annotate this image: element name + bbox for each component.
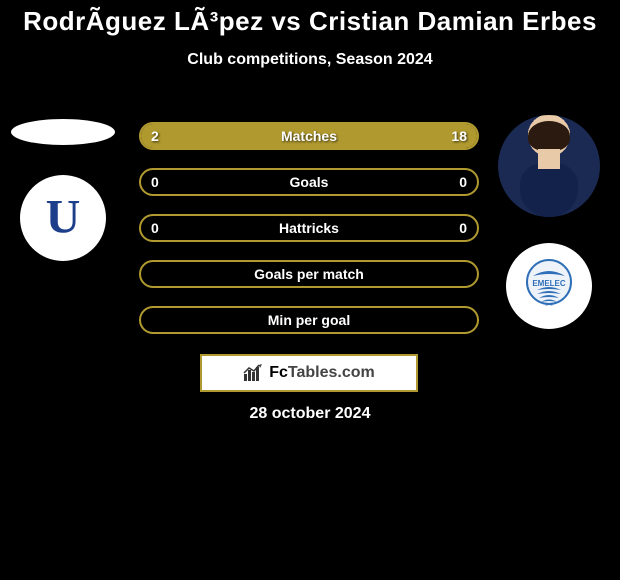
metric-row: Min per goal xyxy=(139,306,479,334)
club-badge-letter: U xyxy=(46,189,81,244)
club-badge-emblem-icon: EMELEC xyxy=(517,254,581,318)
attribution-prefix: Fc xyxy=(269,364,288,381)
metric-row: 0 Goals 0 xyxy=(139,168,479,196)
metric-bars: 2 Matches 18 0 Goals 0 0 Hattricks 0 Goa… xyxy=(139,122,479,352)
bars-chart-icon xyxy=(243,364,265,382)
attribution-box: FcTables.com xyxy=(200,354,418,392)
player-left-photo-placeholder xyxy=(11,119,115,145)
metric-value-right: 0 xyxy=(459,170,467,194)
metric-row: Goals per match xyxy=(139,260,479,288)
metric-label: Hattricks xyxy=(141,216,477,240)
metric-label: Goals xyxy=(141,170,477,194)
player-left-column: U xyxy=(8,119,118,261)
metric-label: Goals per match xyxy=(141,262,477,286)
player-right-column: EMELEC xyxy=(494,115,604,329)
metric-row: 2 Matches 18 xyxy=(139,122,479,150)
page-title: RodrÃ­guez LÃ³pez vs Cristian Damian Erb… xyxy=(0,0,620,37)
attribution-suffix: Tables.com xyxy=(288,364,375,381)
metric-label: Matches xyxy=(141,124,477,148)
metric-value-right: 18 xyxy=(451,124,467,148)
player-photo-neck xyxy=(538,149,560,169)
metric-value-right: 0 xyxy=(459,216,467,240)
player-right-club-badge: EMELEC xyxy=(506,243,592,329)
page-subtitle: Club competitions, Season 2024 xyxy=(0,51,620,69)
player-right-photo xyxy=(498,115,600,217)
club-badge-text: EMELEC xyxy=(532,279,566,288)
attribution-text: FcTables.com xyxy=(269,364,375,382)
player-left-club-badge: U xyxy=(20,175,106,261)
metric-label: Min per goal xyxy=(141,308,477,332)
metric-row: 0 Hattricks 0 xyxy=(139,214,479,242)
snapshot-date: 28 october 2024 xyxy=(0,405,620,423)
